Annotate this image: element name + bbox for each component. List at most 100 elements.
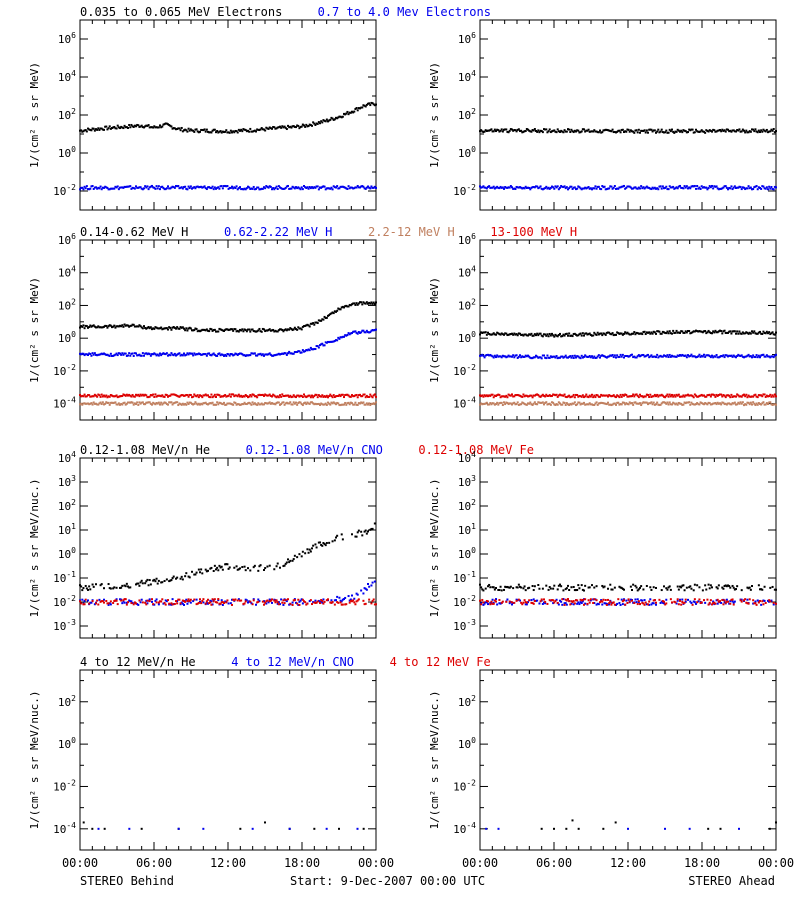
- data-point: [331, 396, 334, 399]
- data-point: [629, 598, 632, 601]
- data-point: [524, 333, 527, 336]
- data-point: [744, 332, 747, 335]
- data-point: [648, 395, 651, 398]
- data-point: [530, 599, 533, 602]
- data-point: [715, 185, 718, 188]
- data-point: [337, 395, 340, 398]
- data-point: [269, 353, 272, 356]
- y-tick-label: 100: [458, 330, 476, 345]
- data-point: [715, 393, 718, 396]
- data-point: [219, 566, 222, 569]
- data-point: [687, 187, 689, 190]
- data-point: [704, 601, 707, 604]
- plot-frame: [479, 457, 777, 639]
- data-point: [340, 533, 343, 536]
- data-point: [696, 355, 699, 358]
- data-point: [283, 598, 286, 601]
- data-point: [754, 404, 757, 407]
- data-point: [701, 331, 704, 334]
- data-point: [360, 395, 363, 398]
- data-point: [200, 394, 203, 397]
- data-point: [229, 602, 232, 605]
- data-point: [163, 352, 166, 355]
- data-point: [152, 186, 155, 189]
- data-point: [643, 599, 646, 602]
- data-point: [516, 401, 519, 404]
- data-point: [187, 403, 190, 406]
- data-point: [677, 185, 680, 188]
- data-point: [605, 356, 608, 359]
- data-point: [585, 355, 588, 358]
- data-point: [570, 600, 573, 603]
- data-point: [658, 394, 661, 397]
- data-point: [666, 393, 669, 396]
- data-point: [167, 395, 169, 398]
- data-point: [237, 393, 240, 396]
- data-point: [546, 187, 549, 190]
- data-point: [677, 603, 680, 606]
- data-point: [208, 602, 211, 605]
- data-point: [508, 129, 511, 132]
- data-point: [162, 187, 165, 190]
- data-point: [136, 186, 139, 189]
- data-point: [610, 395, 613, 398]
- data-point: [360, 106, 363, 109]
- data-point: [624, 130, 627, 133]
- data-point: [236, 188, 239, 191]
- data-point: [89, 324, 92, 327]
- data-point: [362, 393, 365, 396]
- data-point: [555, 186, 558, 189]
- data-point: [744, 403, 747, 406]
- data-point: [491, 393, 494, 396]
- data-point: [577, 185, 580, 188]
- data-point: [549, 355, 552, 358]
- data-point: [717, 600, 720, 603]
- data-point: [361, 185, 364, 188]
- data-point: [664, 603, 667, 606]
- data-point: [99, 326, 102, 329]
- data-point: [280, 126, 283, 129]
- data-point: [584, 332, 587, 335]
- data-point: [775, 395, 777, 398]
- data-point: [172, 326, 175, 329]
- data-point: [523, 599, 526, 602]
- data-point: [274, 127, 277, 130]
- data-point: [223, 185, 225, 188]
- data-point: [760, 394, 763, 397]
- data-point: [333, 118, 336, 121]
- data-point: [761, 402, 764, 405]
- data-point: [327, 598, 329, 601]
- data-point: [556, 601, 559, 604]
- data-point: [127, 185, 129, 188]
- data-point: [146, 602, 149, 605]
- data-point: [682, 129, 685, 132]
- data-point: [692, 396, 695, 399]
- data-point: [237, 352, 240, 355]
- data-point: [192, 129, 195, 132]
- data-point: [97, 403, 100, 406]
- data-point: [121, 584, 124, 587]
- data-point: [355, 592, 358, 595]
- data-point: [712, 187, 715, 190]
- data-point: [115, 403, 118, 406]
- data-point: [687, 354, 689, 357]
- data-point: [176, 600, 179, 603]
- data-point: [639, 402, 641, 405]
- data-point: [207, 130, 209, 133]
- data-point: [498, 598, 501, 601]
- data-point: [85, 185, 88, 188]
- data-point: [744, 131, 747, 134]
- data-point: [479, 354, 481, 357]
- data-point: [168, 187, 171, 190]
- data-point: [332, 312, 335, 315]
- data-point: [99, 353, 102, 356]
- data-point: [338, 393, 341, 396]
- data-point: [563, 185, 566, 188]
- data-point: [521, 603, 524, 606]
- data-point: [360, 530, 363, 533]
- data-point: [499, 185, 502, 188]
- data-point: [266, 599, 269, 602]
- data-point: [193, 598, 196, 601]
- data-point: [585, 129, 588, 132]
- data-point: [731, 188, 734, 191]
